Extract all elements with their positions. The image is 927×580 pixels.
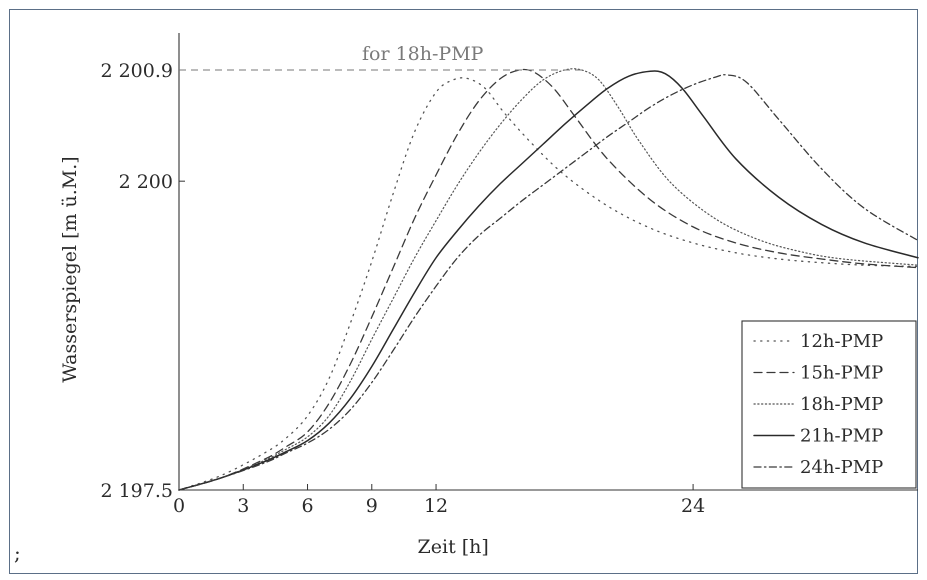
legend-label: 12h-PMP (800, 331, 883, 352)
legend-label: 18h-PMP (800, 394, 883, 415)
figure-frame (9, 9, 918, 574)
chart-axes (178, 33, 918, 491)
legend-label: 21h-PMP (800, 426, 883, 447)
series-line-21h-pmp (178, 70, 919, 491)
y-tick-label: 2 200.9 (100, 60, 173, 82)
tick-marks (178, 69, 694, 491)
x-axis-label: Zeit [h] (418, 536, 489, 558)
legend-label: 24h-PMP (800, 457, 883, 478)
x-tick-label: 0 (173, 495, 185, 517)
y-tick-label: 2 197.5 (100, 480, 173, 502)
y-axis-label: Wasserspiegel [m ü.M.] (59, 156, 81, 382)
x-tick-label: 9 (366, 495, 378, 517)
series-layer (178, 68, 919, 491)
axis-labels: 0 3 6 9 12 24 2 197.5 2 200 2 200.9 Zeit [h] Wasse… (59, 60, 705, 558)
series-line-24h-pmp (178, 74, 919, 491)
series-line-12h-pmp (178, 77, 919, 491)
x-tick-label: 3 (237, 495, 249, 517)
annotation-layer: for 18h-PMP (179, 43, 582, 71)
series-line-18h-pmp (178, 68, 919, 491)
series-line-15h-pmp (178, 68, 919, 491)
legend: 12h-PMP 15h-PMP 18h-PMP 21h-PMP 24h-PMP (741, 320, 917, 489)
annotation-label: for 18h-PMP (362, 43, 484, 65)
x-tick-label: 6 (301, 495, 313, 517)
trailing-semicolon: ; (14, 541, 21, 565)
legend-label: 15h-PMP (800, 363, 883, 384)
x-tick-label: 12 (424, 495, 448, 517)
y-tick-label: 2 200 (119, 171, 173, 193)
x-tick-label: 24 (681, 495, 705, 517)
legend-box (741, 320, 917, 489)
